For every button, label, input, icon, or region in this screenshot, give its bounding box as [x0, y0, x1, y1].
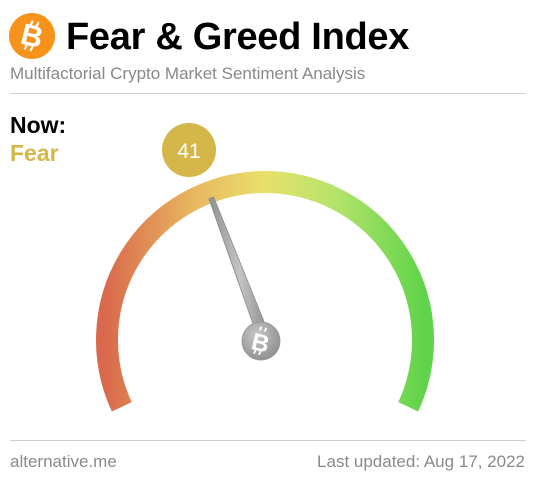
source-link[interactable]: alternative.me	[10, 452, 117, 471]
gauge-value-badge: 41	[162, 123, 216, 177]
bitcoin-logo-icon: B	[9, 13, 55, 59]
header-divider	[10, 93, 526, 94]
page-subtitle: Multifactorial Crypto Market Sentiment A…	[10, 64, 366, 83]
sentiment-classification: Fear	[10, 140, 59, 166]
needle-hub-bitcoin-icon: B	[241, 321, 281, 361]
gauge-arc	[96, 171, 434, 412]
footer-divider	[10, 440, 526, 441]
now-label: Now:	[10, 112, 67, 138]
gauge-value: 41	[177, 140, 200, 163]
last-updated: Last updated: Aug 17, 2022	[317, 452, 525, 471]
gauge-needle	[208, 196, 272, 343]
page-title: Fear & Greed Index	[66, 16, 410, 58]
